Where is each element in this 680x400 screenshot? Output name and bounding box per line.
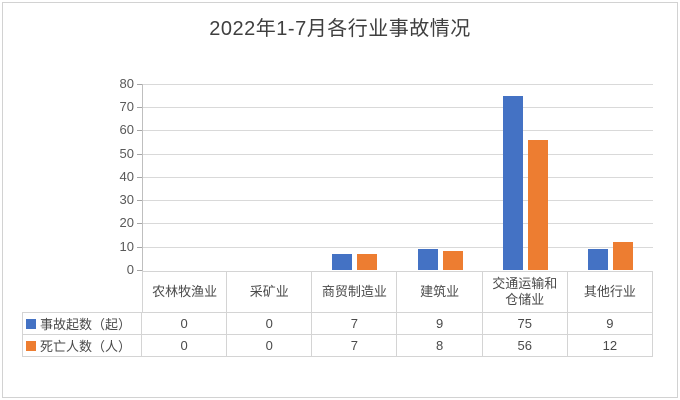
gridline	[142, 247, 653, 248]
y-axis-line	[142, 84, 143, 271]
y-axis-label: 30	[119, 192, 134, 207]
legend-cell: 死亡人数（人）	[22, 335, 142, 357]
table-header-cell: 商贸制造业	[312, 271, 398, 313]
table-corner-cell	[22, 271, 142, 313]
gridline	[142, 200, 653, 201]
y-axis-label: 50	[119, 146, 134, 161]
y-axis-label: 80	[119, 76, 134, 91]
gridline	[142, 177, 653, 178]
y-axis-tick	[137, 84, 142, 85]
table-value-cell: 75	[482, 313, 568, 335]
table-header-cell: 采矿业	[227, 271, 313, 313]
legend-cell: 事故起数（起）	[22, 313, 142, 335]
legend-label: 死亡人数（人）	[40, 339, 132, 354]
y-axis-label: 0	[126, 262, 134, 277]
bar	[503, 96, 523, 270]
legend-color-swatch	[26, 340, 36, 351]
y-axis-label: 20	[119, 215, 134, 230]
y-axis-tick	[137, 247, 142, 248]
data-table: 农林牧渔业 采矿业 商贸制造业 建筑业 交通运输和 仓储业 其他行业 事故起数（起） 0 0 7 9…	[22, 271, 653, 357]
y-axis-tick	[137, 177, 142, 178]
bar	[418, 249, 438, 270]
y-axis-label: 40	[119, 169, 134, 184]
bar	[332, 254, 352, 270]
chart-title: 2022年1-7月各行业事故情况	[209, 18, 471, 40]
table-value-cell: 0	[142, 313, 228, 335]
y-axis-tick	[137, 107, 142, 108]
table-header-cell: 交通运输和 仓储业	[482, 271, 568, 313]
gridline	[142, 107, 653, 108]
table-header-cell: 建筑业	[397, 271, 483, 313]
table-value-cell: 7	[312, 313, 398, 335]
y-axis-tick	[137, 154, 142, 155]
gridline	[142, 154, 653, 155]
y-axis-tick	[137, 270, 142, 271]
y-axis-label: 60	[119, 122, 134, 137]
table-value-cell: 9	[397, 313, 483, 335]
table-value-cell: 0	[227, 335, 313, 357]
legend-label: 事故起数（起）	[40, 317, 132, 332]
gridline	[142, 130, 653, 131]
table-value-cell: 9	[567, 313, 653, 335]
table-header-cell: 其他行业	[567, 271, 653, 313]
y-axis-label: 70	[119, 99, 134, 114]
bar	[357, 254, 377, 270]
y-axis-label: 10	[119, 239, 134, 254]
table-value-cell: 0	[142, 335, 228, 357]
table-value-cell: 56	[482, 335, 568, 357]
bar	[528, 140, 548, 270]
y-axis-tick	[137, 223, 142, 224]
table-header-cell: 农林牧渔业	[142, 271, 228, 313]
bar	[588, 249, 608, 270]
table-value-cell: 0	[227, 313, 313, 335]
table-value-cell: 7	[312, 335, 398, 357]
gridline	[142, 84, 653, 85]
y-axis-tick	[137, 130, 142, 131]
table-value-cell: 12	[567, 335, 653, 357]
legend-color-swatch	[26, 318, 36, 329]
gridline	[142, 223, 653, 224]
bar	[613, 242, 633, 270]
bar	[443, 251, 463, 270]
table-value-cell: 8	[397, 335, 483, 357]
y-axis-tick	[137, 200, 142, 201]
